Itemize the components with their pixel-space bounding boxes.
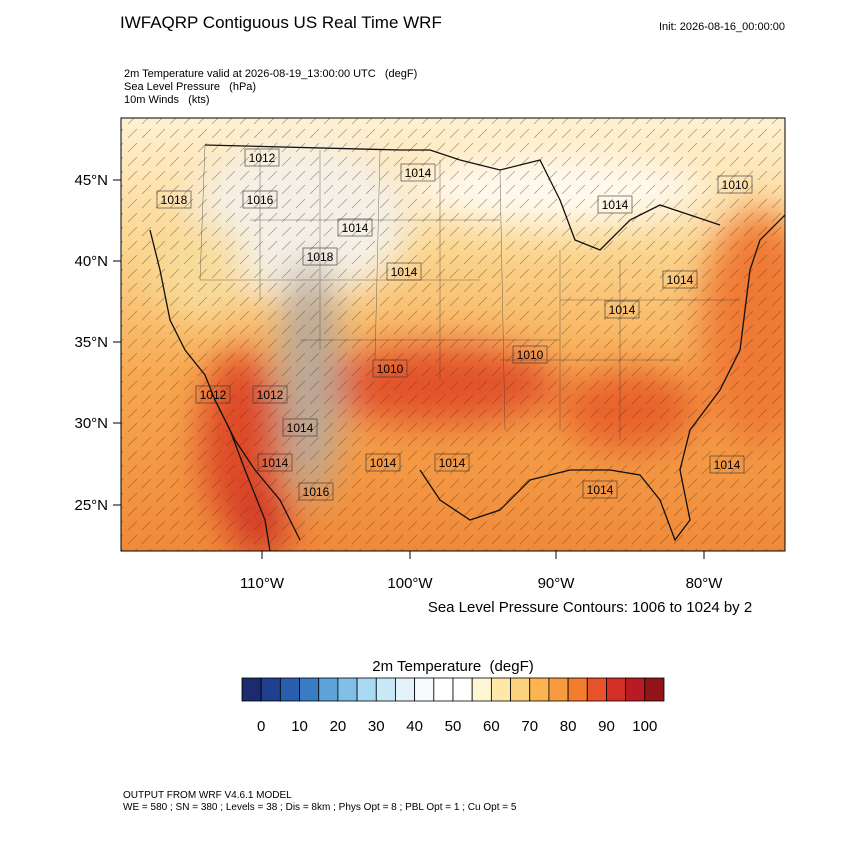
colorbar-label: 80: [560, 718, 577, 735]
colorbar-label: 40: [406, 718, 423, 735]
colorbar-label: 10: [291, 718, 308, 735]
contour-label: 1014: [587, 483, 614, 497]
colorbar-swatch: [299, 677, 320, 702]
field-label: Sea Level Pressure (hPa): [124, 81, 256, 93]
colorbar-swatch: [452, 677, 473, 702]
colorbar-swatch: [395, 677, 416, 702]
contour-label-box: [257, 453, 293, 472]
colorbar-swatch: [318, 677, 339, 702]
colorbar-label: 100: [632, 718, 657, 735]
colorbar-swatch: [490, 677, 511, 702]
lon-label: 80°W: [686, 575, 724, 592]
colorbar-label: 30: [368, 718, 385, 735]
contour-label-box: [709, 455, 745, 474]
contour-label: 1014: [609, 303, 636, 317]
colorbar-label: 90: [598, 718, 615, 735]
contour-label: 1014: [262, 456, 289, 470]
colorbar-swatch: [279, 677, 300, 702]
colorbar-label: 50: [445, 718, 462, 735]
contour-label-box: [400, 163, 436, 182]
contour-label-box: [298, 482, 334, 501]
contour-label: 1010: [377, 362, 404, 376]
contour-label: 1014: [714, 458, 741, 472]
contour-label: 1014: [667, 273, 694, 287]
contour-label: 1014: [370, 456, 397, 470]
contour-label: 1014: [391, 265, 418, 279]
colorbar-swatch: [606, 677, 627, 702]
contour-label-box: [662, 270, 698, 289]
map-field: [121, 118, 785, 551]
field-label: 2m Temperature valid at 2026-08-19_13:00…: [124, 68, 417, 80]
field-label: 10m Winds (kts): [124, 94, 210, 106]
init-time: Init: 2026-08-16_00:00:00: [659, 21, 785, 33]
contour-label: 1018: [307, 250, 334, 264]
contour-label: 1014: [439, 456, 466, 470]
footer-line: OUTPUT FROM WRF V4.6.1 MODEL: [123, 790, 292, 801]
contour-label: 1018: [161, 193, 188, 207]
contour-label-box: [302, 247, 338, 266]
contour-label: 1016: [303, 485, 330, 499]
footer-line: WE = 580 ; SN = 380 ; Levels = 38 ; Dis …: [123, 802, 517, 813]
contour-label-box: [372, 359, 408, 378]
contour-label: 1014: [342, 221, 369, 235]
contour-label-box: [386, 262, 422, 281]
contour-label: 1012: [249, 151, 276, 165]
colorbar-swatch: [625, 677, 646, 702]
contour-caption: Sea Level Pressure Contours: 1006 to 102…: [428, 599, 752, 616]
contour-label-box: [717, 175, 753, 194]
title: IWFAQRP Contiguous US Real Time WRF: [120, 13, 442, 32]
contour-label-box: [156, 190, 192, 209]
contour-label: 1014: [602, 198, 629, 212]
lat-label: 35°N: [74, 334, 108, 351]
contour-label-box: [282, 418, 318, 437]
contour-label: 1012: [257, 388, 284, 402]
contour-label: 1014: [405, 166, 432, 180]
contour-label-box: [337, 218, 373, 237]
map-frame: [120, 117, 786, 552]
contour-label-box: [252, 385, 288, 404]
colorbar-swatch: [433, 677, 454, 702]
lat-label: 30°N: [74, 415, 108, 432]
colorbar-swatch: [241, 677, 262, 702]
contour-label-box: [244, 148, 280, 167]
colorbar-swatch: [337, 677, 358, 702]
colorbar-swatch: [586, 677, 607, 702]
lat-label: 25°N: [74, 497, 108, 514]
contour-label: 1010: [517, 348, 544, 362]
contour-label-box: [604, 300, 640, 319]
contour-label-box: [365, 453, 401, 472]
colorbar-swatch: [260, 677, 281, 702]
colorbar-swatch: [375, 677, 396, 702]
colorbar-swatch: [414, 677, 435, 702]
contour-label-box: [242, 190, 278, 209]
contour-label: 1016: [247, 193, 274, 207]
contour-label-box: [582, 480, 618, 499]
contour-label: 1012: [200, 388, 227, 402]
colorbar-swatch: [510, 677, 531, 702]
colorbar-label: 60: [483, 718, 500, 735]
contour-label-box: [512, 345, 548, 364]
contour-label: 1010: [722, 178, 749, 192]
lon-label: 110°W: [240, 575, 285, 592]
colorbar-swatch: [567, 677, 588, 702]
lon-label: 100°W: [387, 575, 433, 592]
contour-label: 1014: [287, 421, 314, 435]
colorbar-swatch: [548, 677, 569, 702]
contour-label-box: [434, 453, 470, 472]
colorbar-swatch: [644, 677, 665, 702]
lat-label: 45°N: [74, 172, 108, 189]
colorbar-label: 70: [521, 718, 538, 735]
colorbar-swatch: [529, 677, 550, 702]
contour-label-box: [195, 385, 231, 404]
colorbar-swatch: [471, 677, 492, 702]
colorbar-swatch: [356, 677, 377, 702]
contour-label-box: [597, 195, 633, 214]
lon-label: 90°W: [538, 575, 576, 592]
lat-label: 40°N: [74, 253, 108, 270]
colorbar-label: 20: [330, 718, 347, 735]
colorbar-title: 2m Temperature (degF): [372, 658, 533, 675]
colorbar-label: 0: [257, 718, 265, 735]
